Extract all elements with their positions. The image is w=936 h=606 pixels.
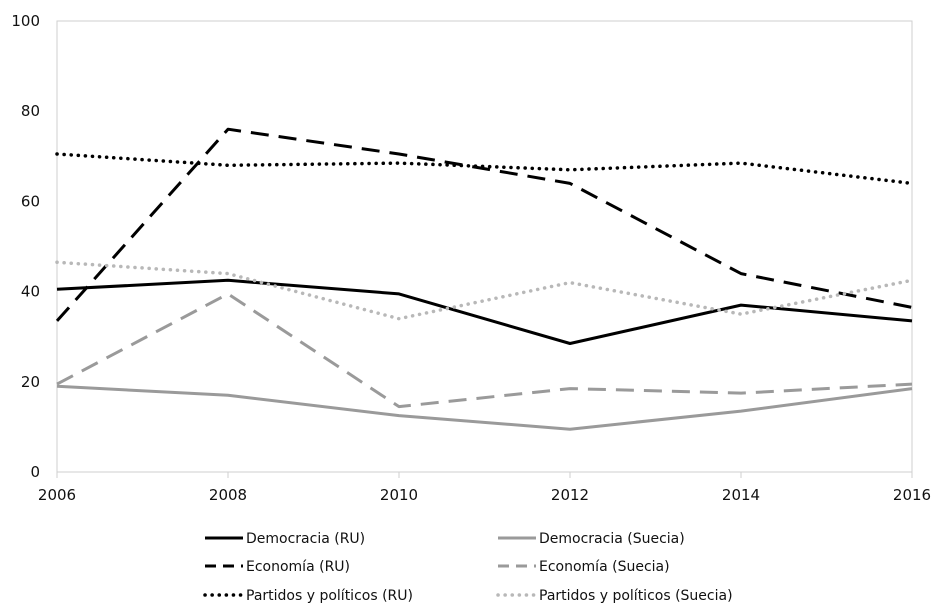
legend-label-economia-ru: Economía (RU) <box>246 559 350 575</box>
legend-label-democracia-suecia: Democracia (Suecia) <box>539 531 685 547</box>
y-tick-label: 80 <box>21 102 40 120</box>
series-layer <box>55 127 914 431</box>
x-tick-label: 2006 <box>38 486 76 504</box>
x-tick-label: 2014 <box>722 486 760 504</box>
plot-area-border <box>56 20 913 473</box>
legend-label-partidos-y-politicos-ru: Partidos y políticos (RU) <box>246 588 413 604</box>
legend-label-partidos-y-politicos-suecia: Partidos y políticos (Suecia) <box>539 588 733 604</box>
y-tick-label: 100 <box>11 12 40 30</box>
series-line-democracia-ru <box>56 278 913 345</box>
legend-label-democracia-ru: Democracia (RU) <box>246 531 365 547</box>
series-line-partidos-y-politicos-ru <box>55 152 914 186</box>
y-tick-label: 40 <box>21 283 40 301</box>
y-tick-label: 0 <box>30 463 40 481</box>
y-tick-label: 60 <box>21 192 40 210</box>
x-tick-label: 2008 <box>209 486 247 504</box>
legend: Democracia (RU) Democracia (Suecia) Econom… <box>203 531 733 604</box>
series-line-partidos-y-politicos-suecia <box>55 260 914 321</box>
axes: 0 20 40 60 80 100 2006 2008 2010 2012 2014 2016 <box>11 12 931 504</box>
x-tick-label: 2012 <box>551 486 589 504</box>
series-line-economia-ru <box>55 127 913 322</box>
x-tick-label: 2016 <box>893 486 931 504</box>
series-line-economia-suecia <box>56 292 913 409</box>
y-tick-label: 20 <box>21 373 40 391</box>
legend-label-economia-suecia: Economía (Suecia) <box>539 559 670 575</box>
x-tick-label: 2010 <box>380 486 418 504</box>
series-line-democracia-suecia <box>56 384 913 431</box>
